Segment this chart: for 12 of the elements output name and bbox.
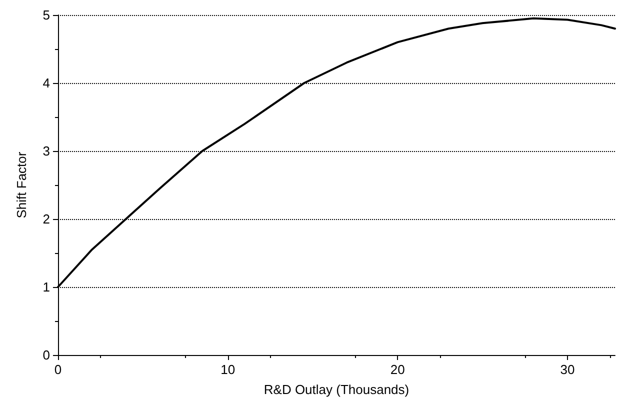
x-tick-label: 30 <box>560 362 575 377</box>
y-tick-label: 1 <box>42 280 50 294</box>
y-tick-label: 0 <box>42 348 50 362</box>
y-tick-label: 5 <box>42 8 50 22</box>
x-tick-label: 20 <box>390 362 405 377</box>
y-tick-label: 2 <box>42 212 50 226</box>
y-tick-label: 4 <box>42 76 50 90</box>
y-tick-label: 3 <box>42 144 50 158</box>
x-tick-label: 0 <box>54 362 62 377</box>
y-axis-title: Shift Factor <box>14 151 29 218</box>
x-tick-label: 10 <box>220 362 236 377</box>
x-axis-title: R&D Outlay (Thousands) <box>264 382 410 397</box>
